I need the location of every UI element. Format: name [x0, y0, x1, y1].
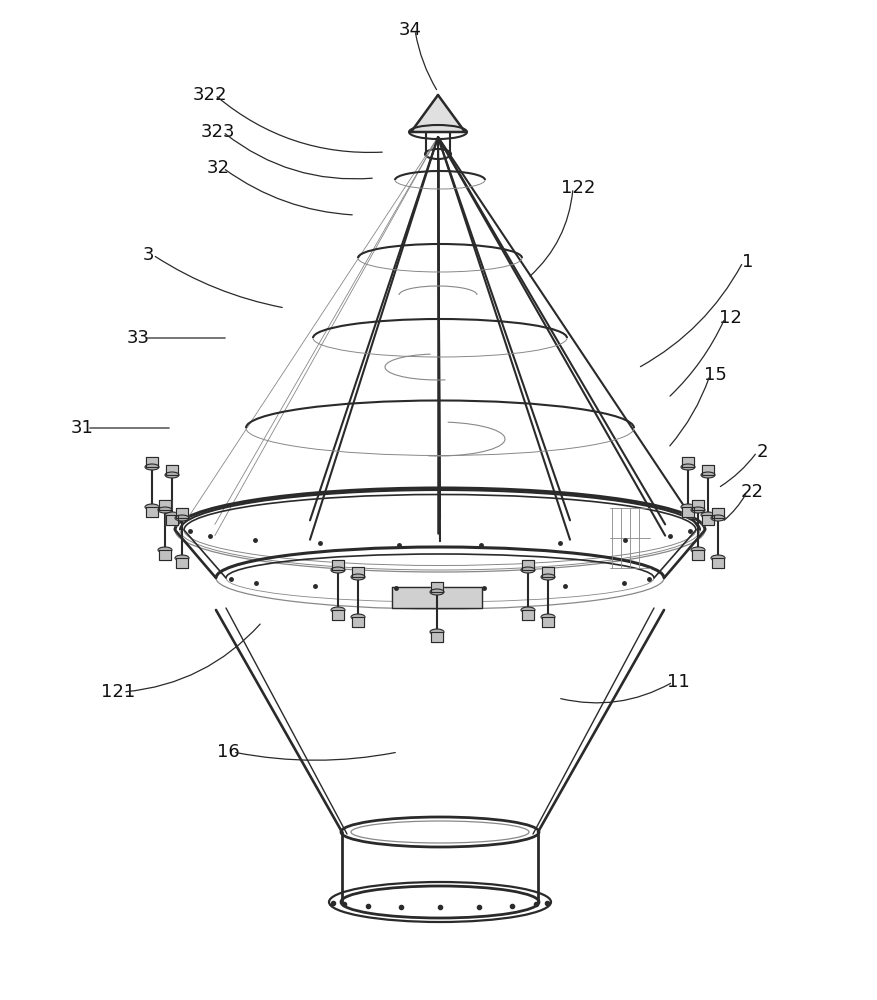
- Ellipse shape: [521, 567, 535, 573]
- Polygon shape: [159, 500, 171, 510]
- Ellipse shape: [165, 472, 179, 478]
- Text: 323: 323: [201, 123, 235, 141]
- Ellipse shape: [701, 472, 715, 478]
- Polygon shape: [352, 617, 364, 627]
- Polygon shape: [176, 558, 188, 568]
- Text: 16: 16: [217, 743, 239, 761]
- Text: 322: 322: [193, 86, 227, 104]
- Polygon shape: [146, 507, 158, 517]
- Text: 32: 32: [206, 159, 230, 177]
- Ellipse shape: [145, 464, 159, 470]
- Polygon shape: [166, 465, 178, 475]
- Polygon shape: [682, 507, 694, 517]
- Ellipse shape: [351, 614, 365, 620]
- Ellipse shape: [175, 555, 189, 561]
- Polygon shape: [692, 550, 704, 560]
- Text: 3: 3: [142, 246, 153, 264]
- Polygon shape: [522, 610, 534, 620]
- Text: 121: 121: [101, 683, 135, 701]
- Polygon shape: [542, 617, 554, 627]
- Polygon shape: [702, 465, 714, 475]
- Polygon shape: [332, 610, 344, 620]
- Text: 31: 31: [70, 419, 94, 437]
- Polygon shape: [692, 500, 704, 510]
- Ellipse shape: [145, 504, 159, 510]
- Ellipse shape: [691, 507, 705, 513]
- Polygon shape: [431, 582, 443, 592]
- Text: 33: 33: [126, 329, 149, 347]
- Text: 15: 15: [703, 366, 726, 384]
- Ellipse shape: [541, 574, 555, 580]
- Text: 22: 22: [740, 483, 764, 501]
- Polygon shape: [712, 508, 724, 518]
- Ellipse shape: [711, 555, 725, 561]
- Ellipse shape: [165, 512, 179, 518]
- Ellipse shape: [681, 464, 695, 470]
- Text: 1: 1: [742, 253, 753, 271]
- Text: 12: 12: [718, 309, 741, 327]
- Polygon shape: [431, 632, 443, 642]
- Text: 11: 11: [667, 673, 689, 691]
- Ellipse shape: [430, 629, 444, 635]
- Polygon shape: [159, 550, 171, 560]
- Ellipse shape: [158, 547, 172, 553]
- Ellipse shape: [351, 574, 365, 580]
- Text: 34: 34: [398, 21, 422, 39]
- Ellipse shape: [691, 547, 705, 553]
- Polygon shape: [682, 457, 694, 467]
- Polygon shape: [702, 515, 714, 525]
- Ellipse shape: [430, 589, 444, 595]
- Ellipse shape: [701, 512, 715, 518]
- Polygon shape: [542, 567, 554, 577]
- Polygon shape: [166, 515, 178, 525]
- Polygon shape: [176, 508, 188, 518]
- Ellipse shape: [681, 504, 695, 510]
- Ellipse shape: [521, 607, 535, 613]
- Polygon shape: [411, 95, 465, 132]
- Ellipse shape: [158, 507, 172, 513]
- Text: 122: 122: [560, 179, 595, 197]
- Ellipse shape: [711, 515, 725, 521]
- Polygon shape: [522, 560, 534, 570]
- Ellipse shape: [331, 567, 345, 573]
- Ellipse shape: [331, 607, 345, 613]
- Ellipse shape: [175, 515, 189, 521]
- Polygon shape: [352, 567, 364, 577]
- Polygon shape: [332, 560, 344, 570]
- Polygon shape: [392, 587, 482, 608]
- Polygon shape: [146, 457, 158, 467]
- Polygon shape: [712, 558, 724, 568]
- Ellipse shape: [541, 614, 555, 620]
- Text: 2: 2: [756, 443, 767, 461]
